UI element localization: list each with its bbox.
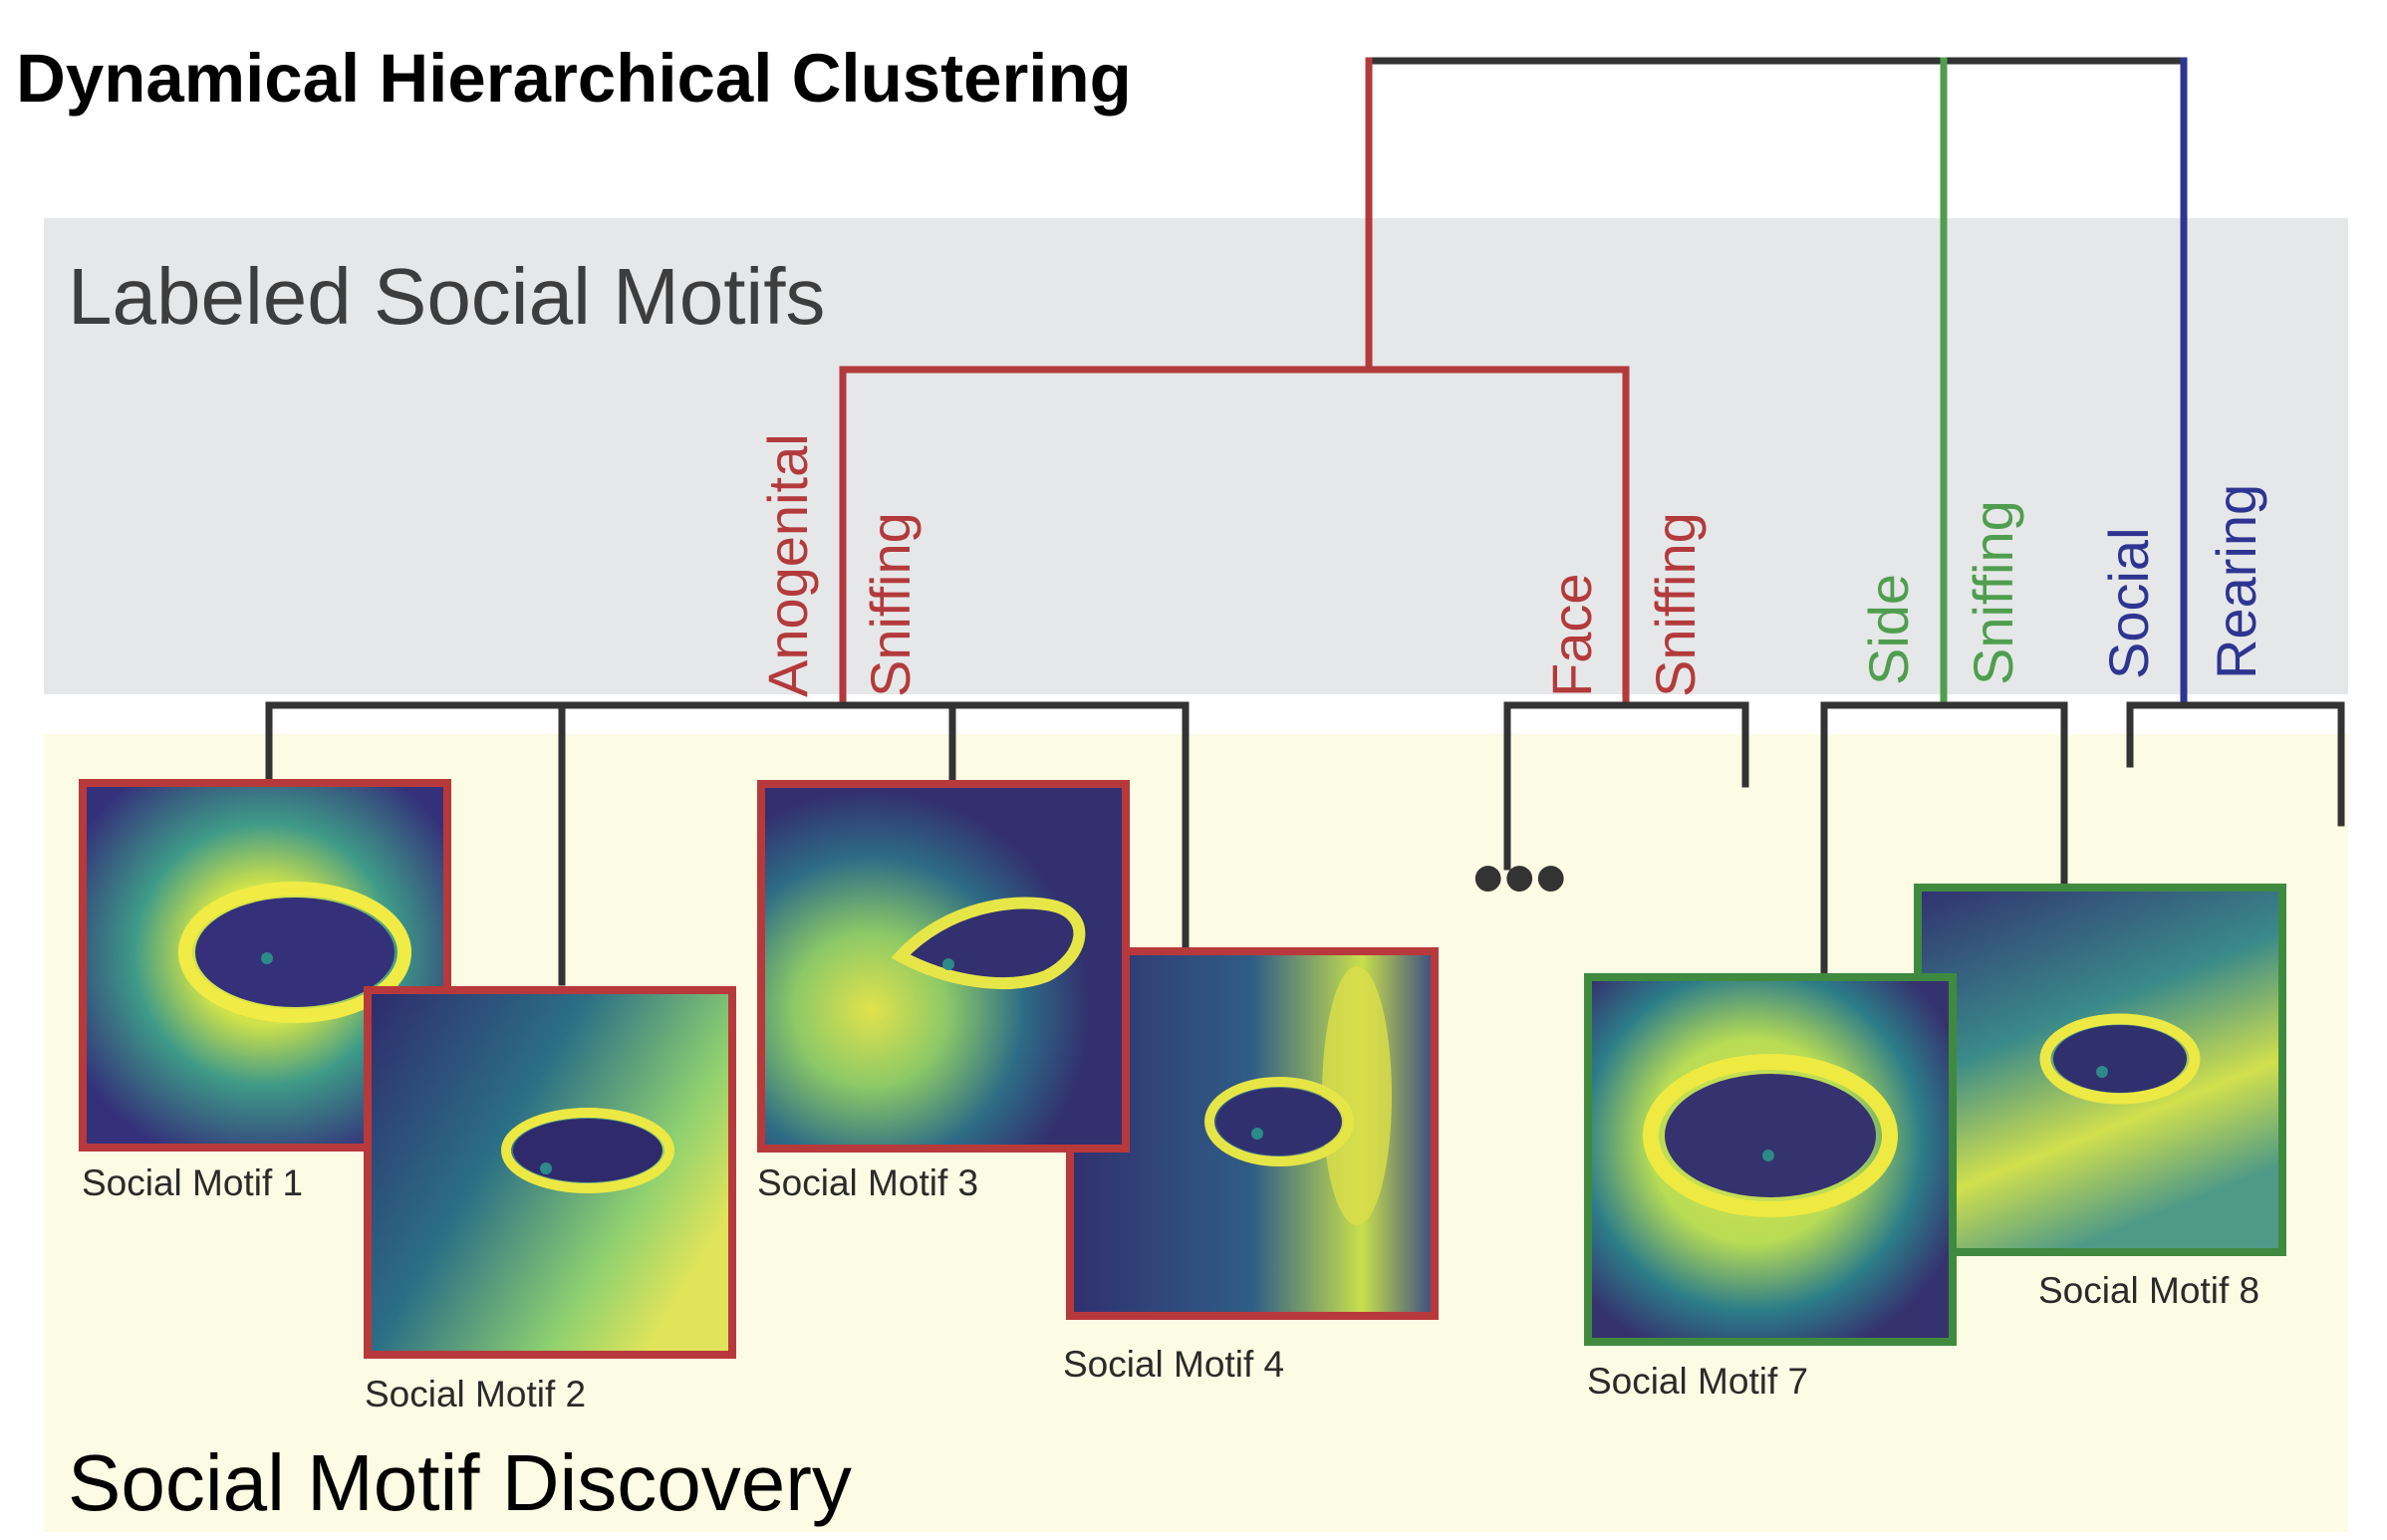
- motif-8-center: [2096, 1066, 2108, 1078]
- motif-7-center: [1762, 1150, 1774, 1161]
- motif-2-center: [540, 1162, 552, 1174]
- motif-1-caption: Social Motif 1: [82, 1162, 303, 1203]
- motif-7-caption: Social Motif 7: [1587, 1361, 1808, 1402]
- behavior-label-side: Side: [1857, 574, 1920, 685]
- motif-4-hole: [1216, 1088, 1342, 1155]
- motif-3-caption: Social Motif 3: [757, 1162, 978, 1203]
- motif-3-center: [942, 958, 954, 970]
- motif-4-center: [1251, 1128, 1263, 1140]
- motif-2-caption: Social Motif 2: [365, 1374, 586, 1414]
- motif-7-hole: [1665, 1074, 1876, 1197]
- motif-8-hole: [2053, 1025, 2187, 1093]
- motif-7-ring: [1643, 1054, 1898, 1217]
- motif-7: Social Motif 7: [1584, 973, 1957, 1402]
- more-motifs-ellipsis: •••: [1472, 829, 1567, 928]
- motif-1-ring: [178, 882, 411, 1023]
- behavior-label-sniffing-anogenital: Sniffing: [859, 512, 922, 697]
- motif-4: Social Motif 4: [1063, 947, 1439, 1385]
- figure-title: Dynamical Hierarchical Clustering: [16, 40, 1132, 117]
- motif-4-column: [1322, 966, 1392, 1225]
- motif-8-ring: [2039, 1013, 2201, 1105]
- labeled-band-label: Labeled Social Motifs: [68, 252, 825, 341]
- behavior-label-sniffing-side: Sniffing: [1962, 500, 2024, 685]
- behavior-label-face: Face: [1540, 574, 1603, 698]
- labeled-motifs-band: [44, 218, 2348, 694]
- discovery-band-label: Social Motif Discovery: [68, 1438, 852, 1527]
- behavior-labels: Anogenital Sniffing Face Sniffing Side S…: [756, 433, 2267, 697]
- behavior-label-rearing: Rearing: [2205, 484, 2267, 679]
- dendrogram-top: [839, 57, 2188, 709]
- dendrogram-bottom: [265, 701, 2345, 986]
- behavior-label-sniffing-face: Sniffing: [1644, 512, 1707, 697]
- behavior-label-anogenital: Anogenital: [756, 433, 819, 697]
- motif-8: Social Motif 8: [1914, 884, 2286, 1311]
- behavior-label-social: Social: [2097, 527, 2160, 679]
- motif-4-ring: [1204, 1077, 1354, 1166]
- motif-2-ring: [501, 1108, 674, 1193]
- motif-1-center: [261, 952, 273, 964]
- motif-1-hole: [195, 898, 395, 1007]
- motif-2-hole: [513, 1119, 663, 1182]
- motif-4-caption: Social Motif 4: [1063, 1344, 1284, 1385]
- motif-2: Social Motif 2: [364, 986, 736, 1414]
- motif-8-caption: Social Motif 8: [2038, 1270, 2259, 1311]
- motif-3: Social Motif 3: [757, 780, 1130, 1203]
